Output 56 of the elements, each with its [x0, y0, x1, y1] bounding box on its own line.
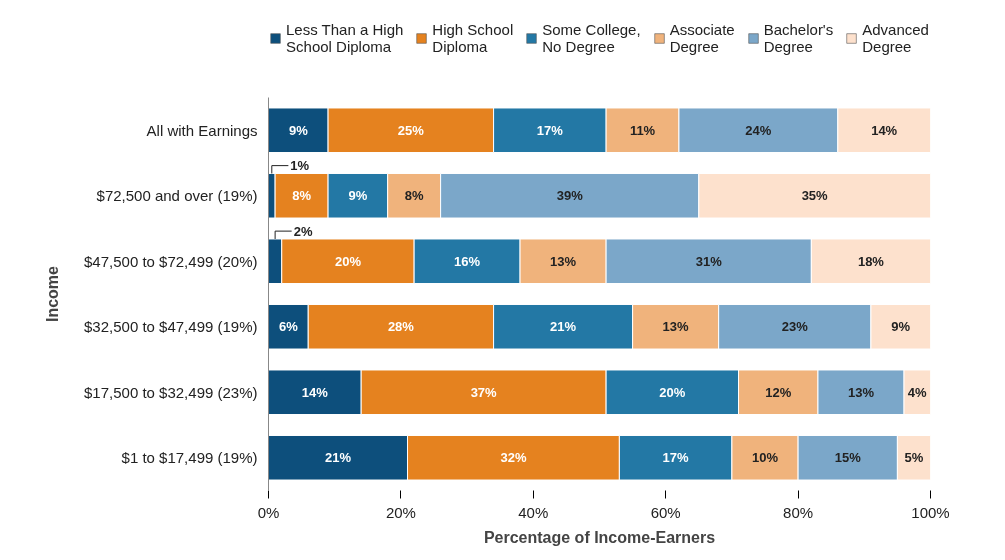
data-label: 14%: [871, 122, 898, 138]
data-label: 8%: [292, 188, 312, 204]
data-label: 12%: [765, 384, 792, 400]
data-label: 1%: [290, 158, 310, 174]
legend-label: Some College, No Degree: [542, 20, 641, 55]
y-tick-label: All with Earnings: [146, 121, 258, 139]
data-label: 20%: [659, 384, 686, 400]
x-tick-label: 60%: [650, 503, 681, 521]
data-label: 17%: [536, 122, 564, 138]
data-label: 13%: [847, 384, 875, 400]
y-axis-title: Income: [44, 265, 62, 323]
data-label: 4%: [907, 384, 928, 400]
legend-label: High School Diploma: [432, 20, 514, 55]
data-label: 23%: [781, 319, 809, 335]
data-label: 9%: [891, 319, 911, 335]
legend-label: Less Than a High School Diploma: [286, 20, 404, 55]
data-label: 17%: [662, 450, 690, 466]
x-axis-title: Percentage of Income-Earners: [483, 528, 716, 546]
x-tick-label: 0%: [257, 503, 280, 521]
data-label: 16%: [454, 253, 481, 269]
data-label: 39%: [556, 188, 584, 204]
data-label: 11%: [629, 122, 656, 138]
data-label: 13%: [662, 319, 690, 335]
data-label: 24%: [745, 122, 772, 138]
data-label: 28%: [387, 319, 415, 335]
data-label: 5%: [904, 450, 924, 466]
data-label: 31%: [695, 253, 723, 269]
y-tick-label: $1 to $17,499 (19%): [121, 449, 258, 467]
data-label: 20%: [334, 253, 362, 269]
data-label: 13%: [550, 253, 577, 269]
data-label: 18%: [857, 253, 885, 269]
data-label: 35%: [801, 188, 829, 204]
y-tick-label: $72,500 and over (19%): [96, 187, 258, 205]
data-label: 21%: [550, 319, 577, 335]
data-label: 9%: [348, 188, 368, 204]
data-label: 21%: [325, 450, 352, 466]
data-label: 25%: [397, 122, 425, 138]
data-label: 15%: [834, 450, 862, 466]
x-tick-label: 100%: [911, 503, 950, 521]
y-tick-label: $47,500 to $72,499 (20%): [84, 252, 258, 270]
data-label: 37%: [470, 384, 498, 400]
x-tick-label: 80%: [783, 503, 814, 521]
legend-label: Bachelor's Degree: [763, 20, 834, 55]
data-label: 10%: [751, 450, 779, 466]
y-tick-label: $17,500 to $32,499 (23%): [84, 383, 258, 401]
x-tick-label: 40%: [518, 503, 549, 521]
data-label: 2%: [293, 223, 313, 239]
y-tick-label: $32,500 to $47,499 (19%): [84, 318, 258, 336]
data-label: 6%: [278, 319, 299, 335]
x-tick-label: 20%: [385, 503, 416, 521]
data-label: 14%: [301, 384, 329, 400]
data-label: 32%: [500, 450, 527, 466]
data-label: 9%: [288, 122, 309, 138]
legend-label: Advanced Degree: [862, 20, 929, 55]
data-label: 8%: [404, 188, 424, 204]
legend-label: Associate Degree: [669, 20, 735, 55]
